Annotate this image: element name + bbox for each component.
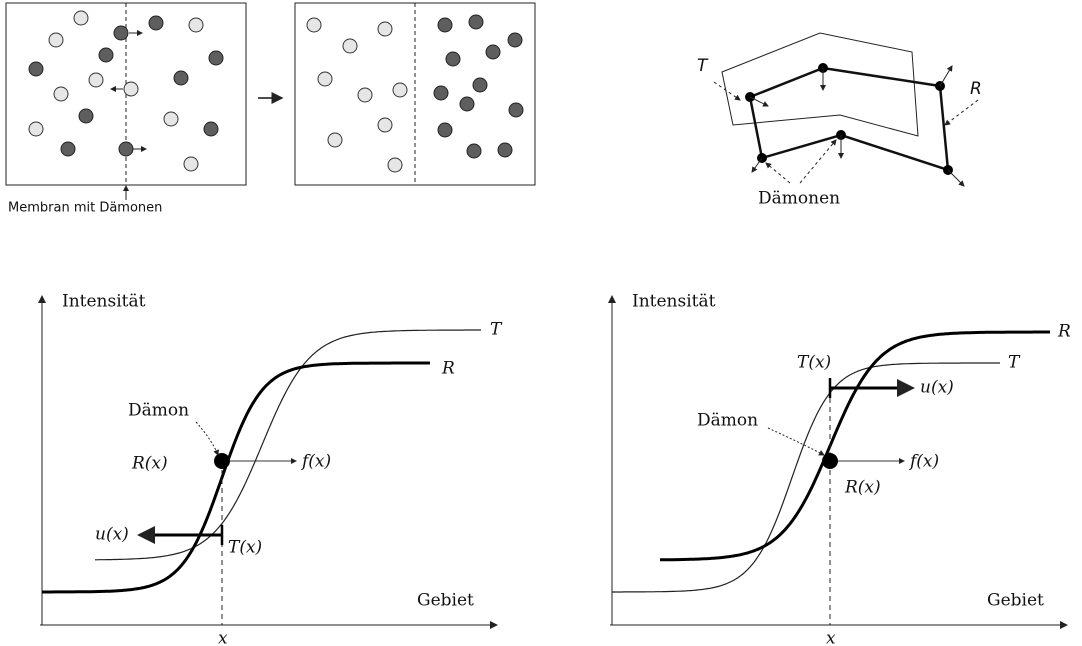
dark-particle bbox=[149, 16, 163, 30]
plot: Intensität Gebiet x Dämon R(x) f(x) u(x) T(x) T R bbox=[40, 292, 503, 646]
reference-curve bbox=[42, 363, 430, 592]
dark-particle bbox=[174, 71, 188, 85]
reference-point-label: R(x) bbox=[844, 478, 881, 498]
dark-particle bbox=[119, 142, 133, 156]
light-particle bbox=[318, 72, 332, 86]
dark-particle bbox=[467, 144, 481, 158]
y-axis-label: Intensität bbox=[62, 292, 146, 312]
light-particle bbox=[54, 87, 68, 101]
force-label: f(x) bbox=[908, 452, 939, 472]
light-particle bbox=[164, 112, 178, 126]
demons-label: Dämonen bbox=[758, 189, 840, 209]
dark-particle bbox=[473, 78, 487, 92]
reference-label: R bbox=[970, 79, 982, 99]
dark-particle bbox=[29, 62, 43, 76]
x-tick-label: x bbox=[826, 629, 836, 646]
figure: Membran mit Dämonen T R Dämonen Intensit… bbox=[0, 0, 1082, 646]
template-shape bbox=[722, 33, 918, 136]
light-particle bbox=[343, 39, 357, 53]
label-pointer bbox=[766, 163, 790, 183]
demon-pointer bbox=[196, 422, 218, 455]
reference-curve-label: R bbox=[441, 359, 455, 379]
plot: Intensität Gebiet x Dämon R(x) f(x) u(x) T(x) T R bbox=[610, 292, 1071, 646]
light-particle bbox=[393, 83, 407, 97]
template-label: T bbox=[697, 56, 709, 76]
demon-pointer bbox=[768, 428, 824, 455]
light-particle bbox=[74, 11, 88, 25]
demon-point bbox=[745, 63, 953, 175]
dark-particle bbox=[209, 51, 223, 65]
y-axis-label: Intensität bbox=[632, 292, 716, 312]
light-particle bbox=[124, 82, 138, 96]
displacement-label: u(x) bbox=[95, 525, 129, 545]
dark-particle bbox=[498, 143, 512, 157]
reference-shape bbox=[750, 68, 948, 170]
dark-particle bbox=[509, 103, 523, 117]
light-particle bbox=[184, 157, 198, 171]
template-point-label: T(x) bbox=[228, 538, 262, 558]
demon-force bbox=[940, 66, 952, 86]
dark-particle bbox=[508, 33, 522, 47]
demon-label: Dämon bbox=[697, 411, 758, 431]
displacement-label: u(x) bbox=[920, 378, 954, 398]
membrane-label: Membran mit Dämonen bbox=[8, 201, 162, 216]
demon-label: Dämon bbox=[128, 401, 189, 421]
membrane-panel: Membran mit Dämonen bbox=[6, 3, 535, 216]
x-axis-label: Gebiet bbox=[417, 591, 474, 611]
particle bbox=[29, 11, 223, 171]
label-pointer bbox=[945, 100, 978, 125]
light-particle bbox=[89, 73, 103, 87]
reference-curve-label: R bbox=[1057, 322, 1071, 342]
demon-point bbox=[214, 453, 230, 469]
dark-particle bbox=[434, 86, 448, 100]
light-particle bbox=[378, 22, 392, 36]
light-particle bbox=[388, 158, 402, 172]
polygon-panel: T R Dämonen bbox=[697, 33, 982, 209]
template-curve-label: T bbox=[1008, 353, 1021, 373]
dark-particle bbox=[99, 48, 113, 62]
light-particle bbox=[49, 33, 63, 47]
light-particle bbox=[189, 18, 203, 32]
dark-particle bbox=[114, 26, 128, 40]
force-label: f(x) bbox=[300, 452, 331, 472]
light-particle bbox=[358, 88, 372, 102]
dark-particle bbox=[61, 142, 75, 156]
light-particle bbox=[378, 118, 392, 132]
dark-particle bbox=[204, 122, 218, 136]
template-curve-label: T bbox=[490, 320, 503, 340]
demon-force bbox=[752, 158, 762, 172]
dark-particle bbox=[438, 18, 452, 32]
template-point-label: T(x) bbox=[797, 353, 831, 373]
dark-particle bbox=[486, 45, 500, 59]
x-axis-label: Gebiet bbox=[987, 591, 1044, 611]
light-particle bbox=[307, 18, 321, 32]
dark-particle bbox=[79, 109, 93, 123]
reference-curve bbox=[660, 332, 1050, 560]
light-particle bbox=[29, 122, 43, 136]
dark-particle bbox=[460, 97, 474, 111]
light-particle bbox=[328, 133, 342, 147]
demon-force bbox=[948, 170, 964, 186]
dark-particle bbox=[438, 123, 452, 137]
dark-particle bbox=[469, 15, 483, 29]
demon-point bbox=[822, 453, 838, 469]
reference-point-label: R(x) bbox=[131, 454, 168, 474]
x-tick-label: x bbox=[218, 629, 228, 646]
dark-particle bbox=[446, 52, 460, 66]
